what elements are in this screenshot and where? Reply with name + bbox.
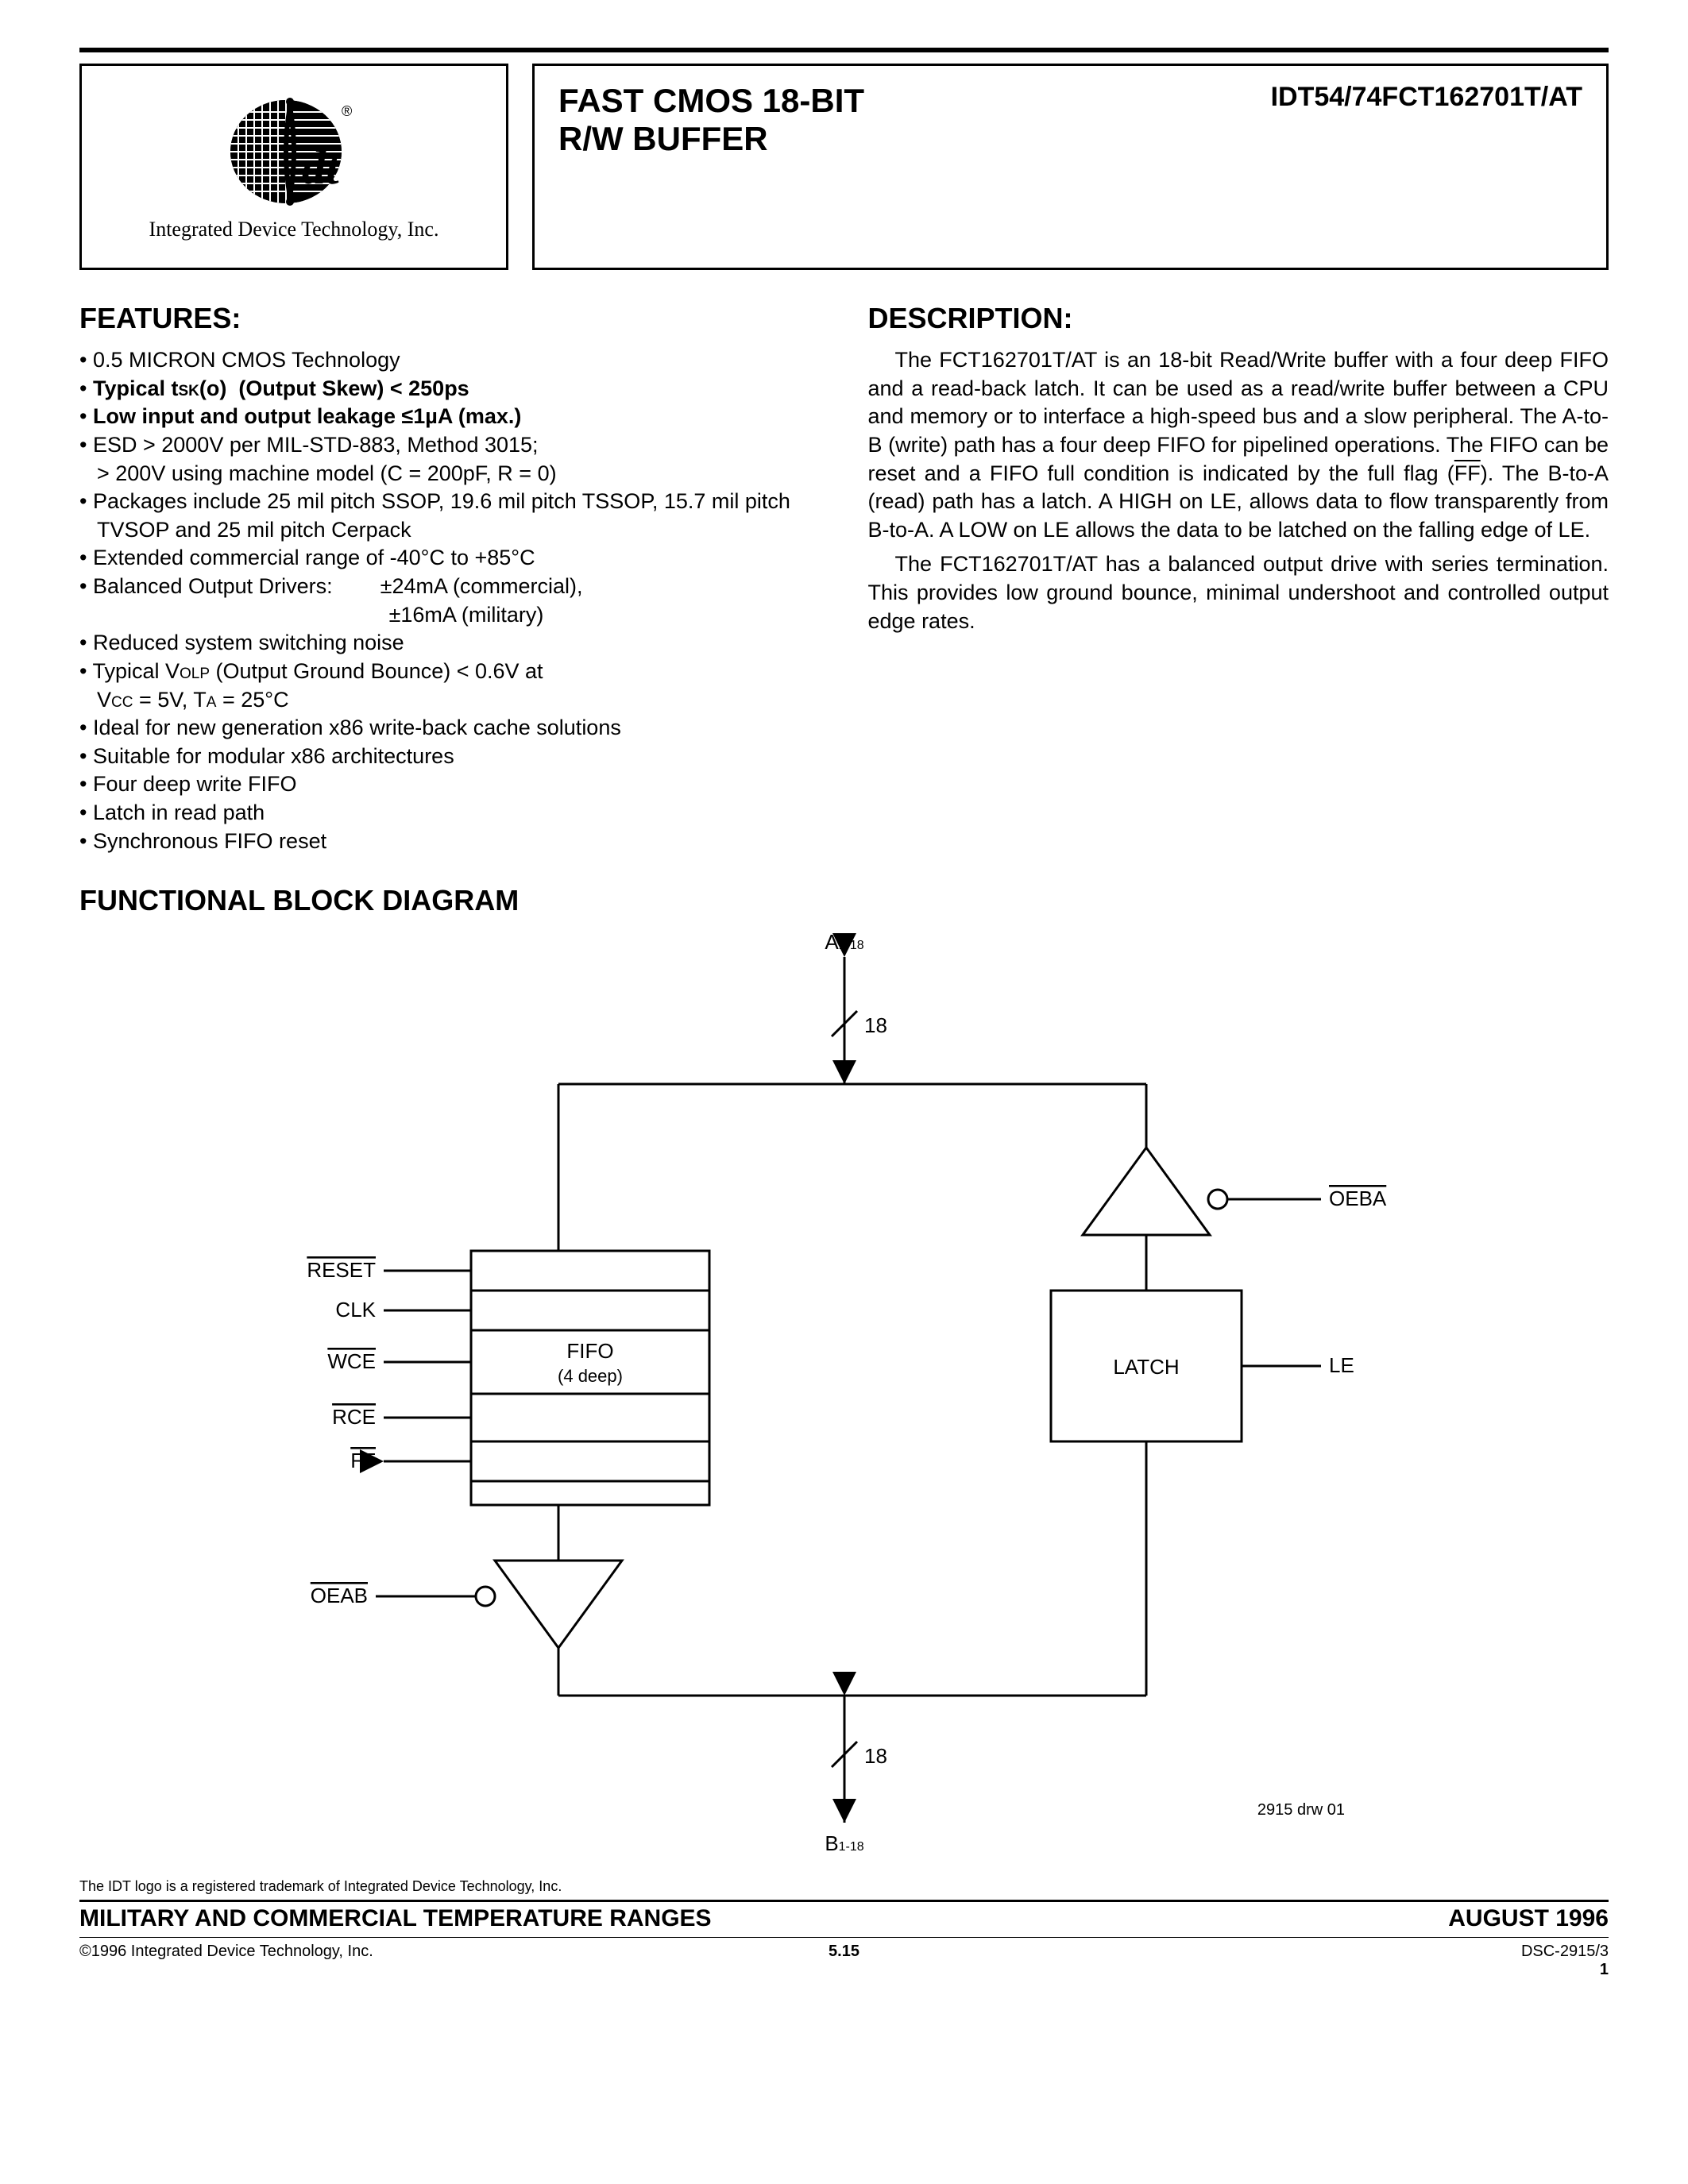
feature-item: Four deep write FIFO xyxy=(79,770,821,799)
part-number: IDT54/74FCT162701T/AT xyxy=(1271,82,1582,252)
svg-text:OEAB: OEAB xyxy=(310,1584,367,1607)
logo-box: dt ® Integrated Device Technology, Inc. xyxy=(79,64,508,270)
svg-text:FIFO: FIFO xyxy=(566,1339,613,1363)
header-row: dt ® Integrated Device Technology, Inc. … xyxy=(79,64,1609,270)
svg-text:FF: FF xyxy=(350,1449,376,1472)
svg-text:LE: LE xyxy=(1329,1353,1354,1377)
svg-text:2915 drw 01: 2915 drw 01 xyxy=(1257,1801,1344,1819)
block-diagram-heading: FUNCTIONAL BLOCK DIAGRAM xyxy=(79,884,1609,917)
svg-text:®: ® xyxy=(342,103,352,119)
description-heading: DESCRIPTION: xyxy=(868,302,1609,335)
feature-item: Suitable for modular x86 architectures xyxy=(79,743,821,771)
footer-line2: ©1996 Integrated Device Technology, Inc.… xyxy=(79,1943,1609,1979)
trademark-notice: The IDT logo is a registered trademark o… xyxy=(79,1878,1609,1895)
svg-text:WCE: WCE xyxy=(327,1349,376,1373)
title-line2: R/W BUFFER xyxy=(558,120,768,157)
feature-item: 0.5 MICRON CMOS Technology xyxy=(79,346,821,375)
svg-text:OEBA: OEBA xyxy=(1329,1187,1387,1210)
feature-item: Latch in read path xyxy=(79,799,821,828)
title-line1: FAST CMOS 18-BIT xyxy=(558,82,864,119)
svg-text:18: 18 xyxy=(864,1013,887,1037)
description-para1: The FCT162701T/AT is an 18-bit Read/Writ… xyxy=(868,346,1609,544)
temp-range: MILITARY AND COMMERCIAL TEMPERATURE RANG… xyxy=(79,1905,712,1932)
svg-text:RESET: RESET xyxy=(307,1258,376,1282)
feature-item: Reduced system switching noise xyxy=(79,629,821,658)
svg-text:RCE: RCE xyxy=(332,1405,376,1429)
svg-text:B1-18: B1-18 xyxy=(825,1831,863,1855)
svg-text:dt: dt xyxy=(302,141,341,194)
feature-item: Low input and output leakage ≤1µA (max.) xyxy=(79,403,821,431)
top-rule xyxy=(79,48,1609,52)
title-box: FAST CMOS 18-BIT R/W BUFFER IDT54/74FCT1… xyxy=(532,64,1609,270)
feature-item: Balanced Output Drivers: ±24mA (commerci… xyxy=(79,573,821,629)
features-column: FEATURES: 0.5 MICRON CMOS TechnologyTypi… xyxy=(79,302,821,855)
description-para2: The FCT162701T/AT has a balanced output … xyxy=(868,550,1609,635)
svg-text:A1-18: A1-18 xyxy=(825,930,863,954)
mid-rule xyxy=(79,1900,1609,1902)
footer-line1: MILITARY AND COMMERCIAL TEMPERATURE RANG… xyxy=(79,1905,1609,1932)
features-list: 0.5 MICRON CMOS TechnologyTypical tsk(o)… xyxy=(79,346,821,855)
functional-block-diagram: A1-18 18 OEBA RESET CLK WCE RCE FF FIFO … xyxy=(288,917,1400,1870)
copyright: ©1996 Integrated Device Technology, Inc. xyxy=(79,1943,373,1979)
feature-item: Packages include 25 mil pitch SSOP, 19.6… xyxy=(79,488,821,544)
diagram-wrapper: A1-18 18 OEBA RESET CLK WCE RCE FF FIFO … xyxy=(79,917,1609,1870)
svg-text:LATCH: LATCH xyxy=(1113,1355,1179,1379)
description-column: DESCRIPTION: The FCT162701T/AT is an 18-… xyxy=(868,302,1609,855)
idt-logo-icon: dt ® xyxy=(222,92,365,211)
body-columns: FEATURES: 0.5 MICRON CMOS TechnologyTypi… xyxy=(79,302,1609,855)
svg-text:(4 deep): (4 deep) xyxy=(558,1366,623,1386)
page-section: 5.15 xyxy=(829,1943,859,1961)
feature-item: Synchronous FIFO reset xyxy=(79,828,821,856)
company-name: Integrated Device Technology, Inc. xyxy=(149,218,439,241)
feature-item: Typical Volp (Output Ground Bounce) < 0.… xyxy=(79,658,821,714)
feature-item: ESD > 2000V per MIL-STD-883, Method 3015… xyxy=(79,431,821,488)
doc-code-page: DSC-2915/31 xyxy=(1521,1943,1609,1979)
feature-item: Ideal for new generation x86 write-back … xyxy=(79,714,821,743)
thin-rule xyxy=(79,1937,1609,1938)
svg-text:CLK: CLK xyxy=(335,1298,376,1322)
features-heading: FEATURES: xyxy=(79,302,821,335)
svg-text:18: 18 xyxy=(864,1744,887,1768)
feature-item: Extended commercial range of -40°C to +8… xyxy=(79,544,821,573)
product-title: FAST CMOS 18-BIT R/W BUFFER xyxy=(558,82,1271,252)
feature-item: Typical tsk(o) (Output Skew) < 250ps xyxy=(79,375,821,403)
date: AUGUST 1996 xyxy=(1448,1905,1609,1932)
